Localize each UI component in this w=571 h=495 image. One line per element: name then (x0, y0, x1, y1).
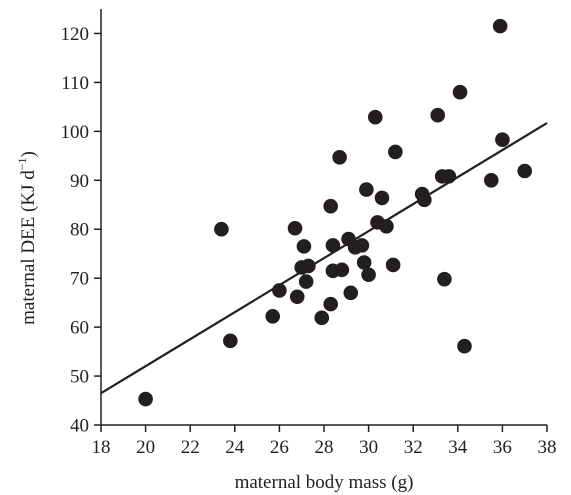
y-axis-label-main: maternal DEE (KJ d (18, 170, 39, 325)
data-point (356, 255, 372, 270)
data-point (367, 109, 383, 125)
data-point (441, 169, 457, 184)
x-tick-label: 22 (181, 437, 200, 458)
data-point (379, 218, 394, 234)
data-point (374, 190, 390, 206)
data-point (323, 198, 338, 214)
y-tick-label: 110 (61, 73, 89, 94)
y-axis-label-close: ) (18, 151, 39, 157)
data-point (430, 107, 446, 123)
x-tick-label: 20 (136, 437, 155, 458)
data-point (314, 310, 330, 326)
x-tick-label: 36 (493, 437, 512, 458)
data-point (457, 338, 472, 354)
data-point (354, 238, 370, 253)
x-tick-label: 18 (92, 437, 111, 458)
data-point (361, 267, 376, 283)
y-tick-label: 80 (70, 220, 89, 241)
data-point (517, 163, 532, 179)
plot-area (100, 18, 548, 407)
regression-line (100, 122, 548, 395)
data-point (492, 18, 508, 34)
data-point (265, 309, 281, 324)
data-point (343, 285, 359, 301)
data-point (385, 257, 401, 273)
y-axis-label: maternal DEE (KJ d−1) (15, 151, 39, 325)
x-tick-label: 26 (270, 437, 289, 458)
data-point (323, 296, 338, 312)
data-point (138, 391, 153, 407)
data-point (332, 149, 347, 165)
y-axis: 40 50 60 70 80 90 100 110 120 (61, 9, 102, 437)
data-point (214, 221, 229, 237)
data-point (388, 144, 403, 160)
data-point (359, 182, 374, 197)
data-point (417, 192, 432, 208)
y-tick-label: 40 (70, 416, 89, 437)
data-point (437, 271, 452, 287)
x-tick-label: 34 (448, 437, 468, 458)
x-tick-label: 24 (225, 437, 245, 458)
data-point (272, 283, 287, 298)
data-point (301, 258, 316, 274)
x-tick-label: 30 (359, 437, 378, 458)
y-axis-label-superscript: −1 (15, 157, 29, 170)
y-tick-label: 120 (61, 24, 90, 45)
data-point (483, 172, 499, 188)
y-tick-label: 90 (70, 171, 89, 192)
y-tick-label: 70 (70, 269, 89, 290)
data-point (296, 239, 312, 254)
data-point (325, 238, 341, 253)
data-point (334, 262, 350, 278)
data-point (287, 220, 303, 236)
data-point (223, 333, 238, 349)
x-tick-label: 32 (404, 437, 423, 458)
x-tick-label: 28 (315, 437, 334, 458)
y-tick-label: 50 (70, 367, 89, 388)
x-axis: 18 20 22 24 26 28 30 32 34 36 38 (92, 424, 557, 458)
x-tick-label: 38 (538, 437, 557, 458)
data-point (452, 84, 468, 100)
data-point (298, 274, 314, 289)
y-tick-label: 60 (70, 318, 89, 339)
y-tick-label: 100 (61, 122, 90, 143)
data-point (289, 289, 305, 305)
x-axis-label: maternal body mass (g) (235, 472, 414, 493)
data-point (495, 132, 510, 147)
